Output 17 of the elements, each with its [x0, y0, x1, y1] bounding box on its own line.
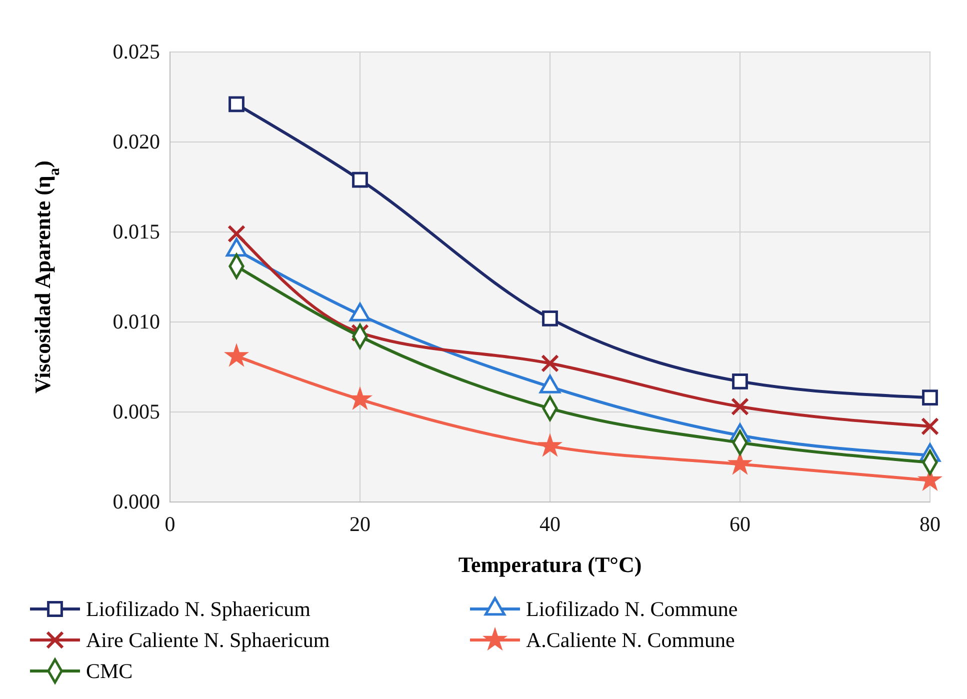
- x-tick-label: 80: [920, 512, 940, 536]
- y-tick-label: 0.020: [112, 130, 160, 154]
- y-tick-label: 0.005: [112, 400, 160, 424]
- x-tick-label: 0: [164, 512, 176, 536]
- legend-label: CMC: [86, 659, 133, 683]
- y-tick-label: 0.015: [112, 220, 160, 244]
- x-tick-label: 40: [540, 512, 560, 536]
- legend-label: Liofilizado N. Sphaericum: [86, 597, 311, 621]
- y-tick-label: 0.000: [112, 490, 160, 514]
- x-tick-label: 20: [350, 512, 370, 536]
- legend-label: Aire Caliente N. Sphaericum: [86, 628, 330, 652]
- legend-label: Liofilizado N. Commune: [526, 597, 738, 621]
- y-tick-label: 0.010: [112, 310, 160, 334]
- legend-label: A.Caliente N. Commune: [526, 628, 735, 652]
- x-axis-title: Temperatura (T°C): [458, 552, 642, 577]
- x-tick-label: 60: [730, 512, 750, 536]
- y-tick-label: 0.025: [112, 40, 160, 64]
